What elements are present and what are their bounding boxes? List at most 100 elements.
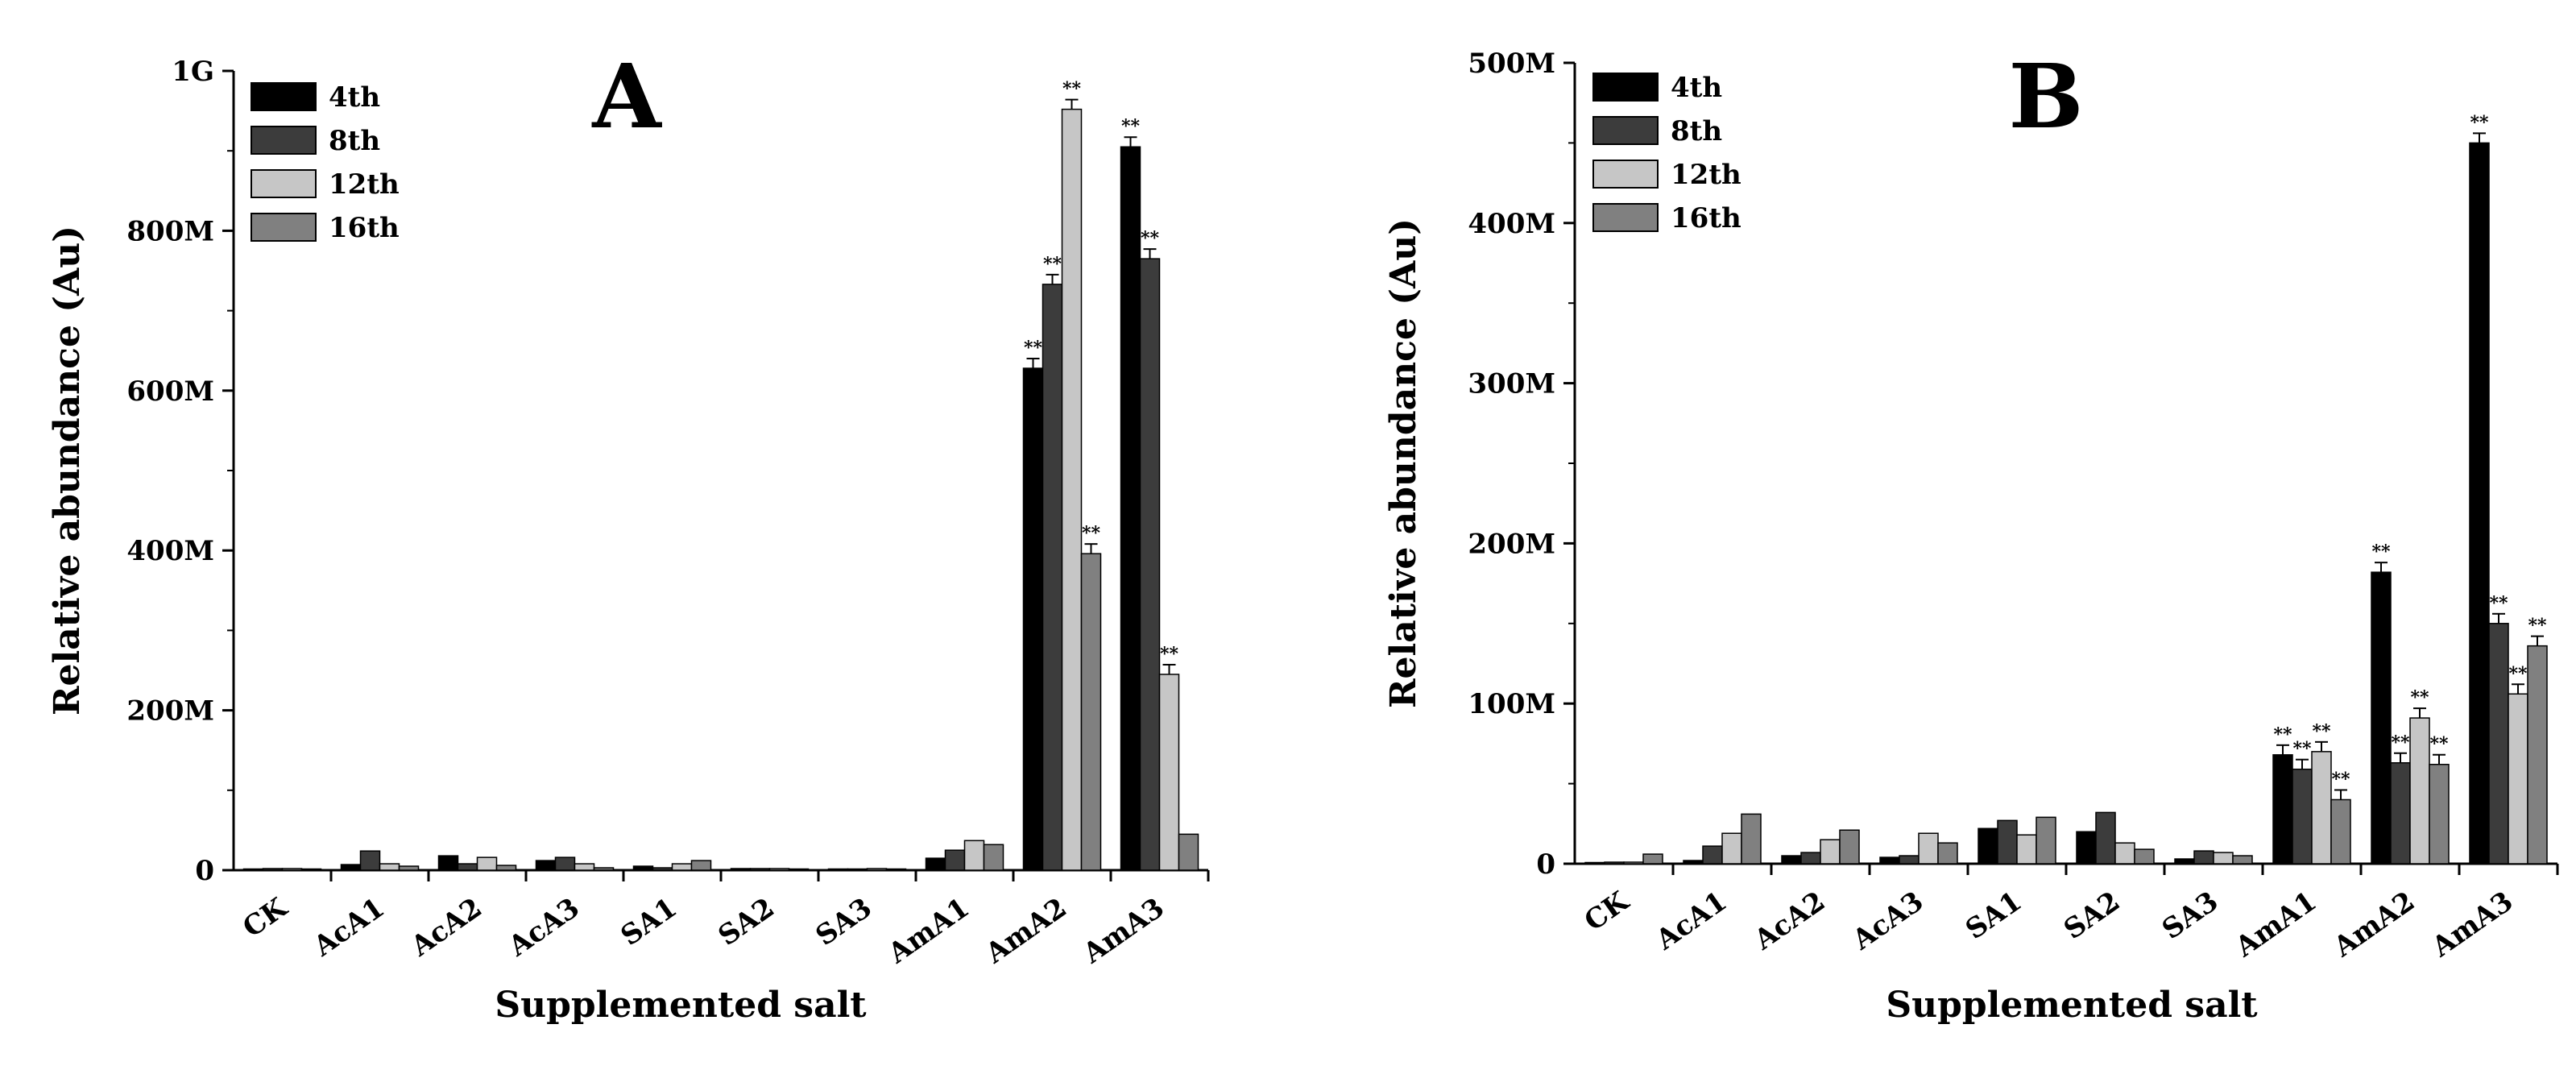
bar-8th-AmA1 <box>944 849 966 871</box>
bar-12th-CK <box>1623 861 1644 865</box>
bar-8th-AcA1 <box>359 850 381 871</box>
bar-4th-AmA1 <box>2272 754 2293 865</box>
significance-label: ** <box>1062 79 1082 100</box>
bar-16th-SA3 <box>885 868 907 871</box>
chart-panel-b: B 0 100M 200M 300M 400M 500M Relative abundance… <box>1383 44 2559 1026</box>
bar-16th-SA2 <box>788 868 810 871</box>
y-tick-label: 400M <box>126 535 214 567</box>
bar-8th-AcA2 <box>457 863 478 871</box>
x-tick-label: SA1 <box>615 892 683 953</box>
bar-8th-SA3 <box>2193 850 2214 865</box>
bar-12th-AcA1 <box>1721 832 1742 865</box>
x-tick-label: AmA1 <box>2229 885 2322 964</box>
x-tick-label: AmA3 <box>1077 892 1170 971</box>
bar-12th-SA1 <box>2016 834 2037 865</box>
x-tick-label: AcA3 <box>1846 885 1929 957</box>
bar-16th-AmA1 <box>2330 798 2351 865</box>
bar-16th-AcA1 <box>1741 813 1762 865</box>
significance-label: ** <box>2273 724 2292 745</box>
bar-12th-AmA1 <box>2311 751 2332 865</box>
x-tick-label: SA2 <box>713 892 781 953</box>
significance-label: ** <box>2312 721 2331 742</box>
bar-12th-SA1 <box>671 863 693 871</box>
bar-12th-CK <box>281 868 303 871</box>
bar-4th-SA2 <box>730 868 752 871</box>
bar-12th-AmA1 <box>963 840 985 871</box>
bar-16th-AcA2 <box>1839 829 1860 865</box>
bar-8th-AmA3 <box>1139 258 1161 871</box>
y-tick-label: 400M <box>1468 208 1555 240</box>
legend-swatch-4th <box>1592 73 1659 102</box>
bar-4th-AmA3 <box>2469 142 2490 865</box>
significance-label: ** <box>2391 732 2410 753</box>
chart-panel-a: A 0 200M 400M 600M 800M 1G Relative abundance (… <box>47 44 1210 1026</box>
significance-label: ** <box>2331 769 2350 790</box>
bar-8th-AmA3 <box>2488 623 2509 865</box>
y-tick-label: 800M <box>126 215 214 247</box>
x-tick-label: AcA2 <box>1748 885 1831 957</box>
legend-swatch-16th <box>251 213 317 242</box>
legend-label-8th: 8th <box>1671 115 1722 147</box>
bar-8th-SA3 <box>847 868 868 871</box>
bar-8th-AcA3 <box>1899 855 1920 865</box>
legend-label-8th: 8th <box>329 125 380 157</box>
bar-4th-AmA3 <box>1120 146 1141 871</box>
bar-12th-AmA3 <box>1158 674 1180 871</box>
bar-4th-SA3 <box>2174 858 2195 865</box>
significance-label: ** <box>2429 734 2449 755</box>
legend-label-16th: 16th <box>1671 202 1741 234</box>
x-tick-label: AmA1 <box>882 892 975 971</box>
panel-title: A <box>591 44 662 148</box>
bar-16th-CK <box>1642 853 1663 865</box>
bar-8th-AmA2 <box>2390 762 2411 865</box>
bar-4th-SA2 <box>2076 831 2097 865</box>
x-tick-label: AmA2 <box>2327 885 2421 964</box>
bar-8th-SA1 <box>1997 819 2018 865</box>
x-axis-title: Supplemented salt <box>1886 985 2258 1026</box>
bar-16th-CK <box>300 868 322 871</box>
bar-8th-SA2 <box>2095 811 2116 865</box>
bar-4th-SA3 <box>827 868 849 871</box>
bar-4th-AcA2 <box>437 855 459 871</box>
legend-label-4th: 4th <box>1671 72 1722 104</box>
bar-16th-SA3 <box>2232 855 2253 865</box>
bar-12th-SA2 <box>768 868 790 871</box>
x-tick-label: CK <box>237 891 294 944</box>
significance-label: ** <box>2292 739 2312 760</box>
bar-4th-CK <box>1584 861 1605 865</box>
legend-swatch-16th <box>1592 203 1659 232</box>
y-axis-title: Relative abundance (Au) <box>47 226 88 715</box>
bar-16th-AmA3 <box>1178 833 1199 871</box>
bar-4th-SA1 <box>632 865 654 871</box>
bar-16th-SA1 <box>690 860 712 871</box>
significance-label: ** <box>1082 523 1101 544</box>
x-tick-label: SA3 <box>810 892 878 953</box>
bar-4th-AcA1 <box>340 864 362 871</box>
y-tick-label: 500M <box>1468 48 1555 80</box>
bar-16th-AmA3 <box>2527 645 2548 865</box>
x-tick-label: AcA1 <box>307 892 390 964</box>
legend-swatch-8th <box>1592 116 1659 145</box>
x-tick-label: AcA1 <box>1650 885 1733 957</box>
bar-4th-AmA1 <box>925 857 946 871</box>
bar-4th-AcA2 <box>1781 855 1802 865</box>
bar-16th-AmA1 <box>983 844 1004 871</box>
bar-16th-SA2 <box>2134 848 2155 865</box>
x-axis-title: Supplemented salt <box>495 985 867 1026</box>
y-tick-label: 200M <box>126 695 214 728</box>
y-tick-label: 200M <box>1468 528 1555 560</box>
x-tick-label: CK <box>1579 885 1636 938</box>
bar-16th-AcA3 <box>593 867 615 871</box>
y-tick-label: 1G <box>172 56 214 88</box>
legend-label-12th: 12th <box>1671 159 1741 191</box>
significance-label: ** <box>2528 616 2547 637</box>
bar-12th-AcA2 <box>476 856 498 871</box>
y-axis-title: Relative abundance (Au) <box>1383 218 1424 708</box>
bar-8th-SA1 <box>652 867 673 871</box>
bar-8th-SA2 <box>749 868 771 871</box>
bar-8th-CK <box>1604 861 1625 865</box>
x-tick-label: AmA2 <box>979 892 1073 971</box>
bar-8th-AmA1 <box>2292 768 2313 865</box>
y-tick-label: 0 <box>195 855 214 887</box>
bar-12th-AcA1 <box>379 863 400 871</box>
